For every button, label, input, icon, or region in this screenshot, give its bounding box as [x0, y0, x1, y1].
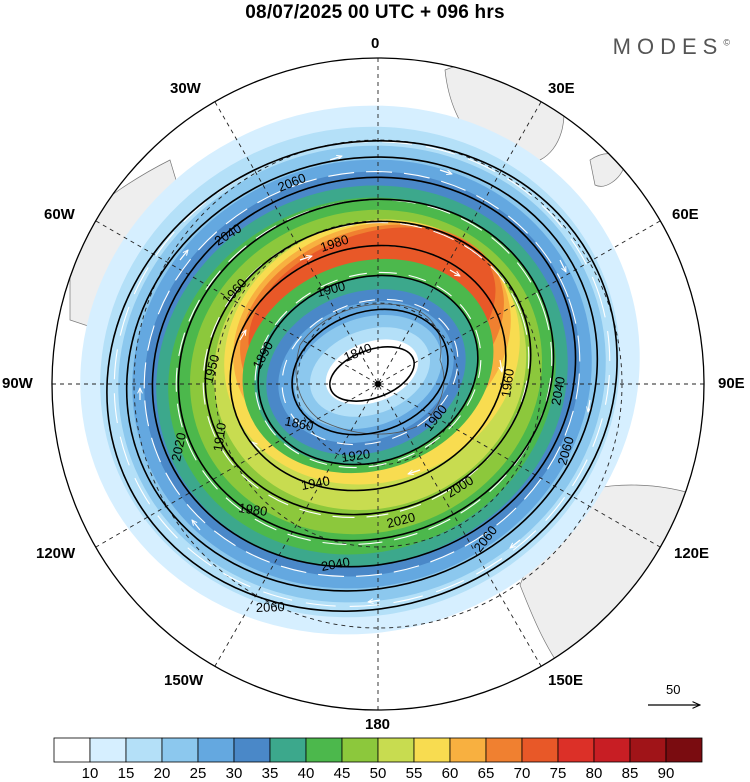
lon-label-30e: 30E: [548, 80, 575, 97]
colorbar-tick-label: 65: [478, 765, 495, 782]
graticule: [52, 58, 704, 710]
colorbar-tick-label: 70: [514, 765, 531, 782]
brand-logo: MODES©: [612, 34, 730, 59]
contour-label: 2040: [548, 375, 568, 406]
colorbar-tick-label: 50: [370, 765, 387, 782]
colorbar-tick-label: 10: [82, 765, 99, 782]
colorbar-swatch: [593, 737, 631, 763]
lon-label-0: 0: [371, 35, 380, 52]
colorbar-swatch: [197, 737, 235, 763]
colorbar-tick-label: 60: [442, 765, 459, 782]
colorbar-tick-label: 35: [262, 765, 279, 782]
contour-label: 1900: [315, 278, 347, 300]
contour-label: 2020: [385, 509, 417, 531]
colorbar-tick-label: 25: [190, 765, 207, 782]
contour-label: 1920: [340, 446, 371, 465]
colorbar-swatch: [665, 737, 703, 763]
colorbar-swatch: [341, 737, 379, 763]
lon-label-150e: 150E: [548, 672, 584, 689]
contour-label: 1860: [283, 413, 314, 434]
contour-label: 1980: [238, 500, 269, 519]
colorbar-tick-label: 85: [622, 765, 639, 782]
reference-vector-label: 50: [666, 682, 680, 697]
colorbar-swatch: [557, 737, 595, 763]
colorbar-swatch: [629, 737, 667, 763]
lon-label-60e: 60E: [672, 206, 699, 223]
streamline-arrows: [140, 156, 590, 602]
colorbar-swatch: [233, 737, 271, 763]
colorbar-swatch: [521, 737, 559, 763]
lon-label-90w: 90W: [2, 375, 33, 392]
colorbar-swatch: [125, 737, 163, 763]
map-content: [52, 58, 704, 710]
lon-label-180: 180: [365, 716, 391, 733]
contour-label: 1910: [210, 422, 229, 453]
contour-label: 2060: [256, 599, 285, 615]
lon-label-90e: 90E: [718, 375, 745, 392]
contour-label: 2020: [168, 431, 189, 462]
colorbar-tick-label: 80: [586, 765, 603, 782]
colorbar-swatch: [485, 737, 523, 763]
colorbar-tick-label: 90: [658, 765, 675, 782]
colorbar-tick-label: 55: [406, 765, 423, 782]
colorbar-tick-label: 15: [118, 765, 135, 782]
colorbar-tick-label: 75: [550, 765, 567, 782]
lon-label-60w: 60W: [44, 206, 75, 223]
colorbar-tick-label: 45: [334, 765, 351, 782]
contour-label: 2040: [320, 554, 351, 574]
colorbar: 10 15 20 25 30 35 40 45 50 55 60 65 70 75 80 85 90: [53, 737, 703, 782]
height-contours: [106, 140, 618, 612]
colorbar-swatch: [161, 737, 199, 763]
map-border: [51, 57, 705, 711]
colorbar-swatch: [449, 737, 487, 763]
colorbar-swatch: [53, 737, 91, 763]
contour-label: 1940: [300, 473, 331, 493]
colorbar-tick-label: 20: [154, 765, 171, 782]
lon-label-150w: 150W: [164, 672, 204, 689]
colorbar-swatch: [413, 737, 451, 763]
colorbar-tick-label: 30: [226, 765, 243, 782]
map-title: 08/07/2025 00 UTC + 096 hrs: [245, 2, 505, 23]
colorbar-tick-label: 40: [298, 765, 315, 782]
lon-label-120w: 120W: [36, 545, 76, 562]
lon-label-30w: 30W: [170, 80, 201, 97]
contour-label: 1960: [498, 368, 517, 399]
contour-label: 1950: [200, 353, 222, 385]
colorbar-swatch: [305, 737, 343, 763]
lon-label-120e: 120E: [674, 545, 710, 562]
land-antarctica: [295, 303, 445, 435]
south-pole-marker: [375, 381, 381, 387]
reference-vector: 50: [648, 682, 700, 705]
colorbar-swatch: [269, 737, 307, 763]
colorbar-swatch: [377, 737, 415, 763]
colorbar-swatch: [89, 737, 127, 763]
